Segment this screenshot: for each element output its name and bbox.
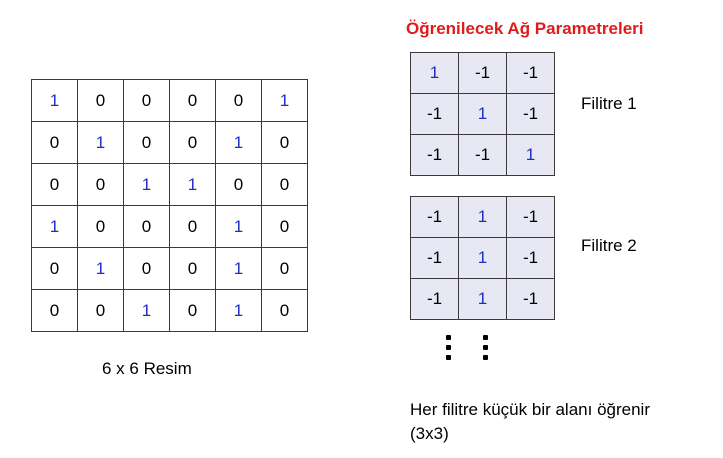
grid-cell: 0 [31,247,78,290]
filter-1-label: Filitre 1 [581,94,637,113]
filter-2-label: Filitre 2 [581,236,637,255]
grid-cell: 1 [123,163,170,206]
grid-cell: -1 [506,52,555,94]
grid-cell: 0 [261,289,308,332]
ellipsis-dot [483,355,488,360]
note-line-2: (3x3) [410,424,449,443]
grid-cell: 0 [123,205,170,248]
grid-cell: -1 [458,52,507,94]
grid-cell: 0 [261,163,308,206]
grid-cell: 1 [77,121,124,164]
grid-cell: 0 [77,289,124,332]
diagram-title: Öğrenilecek Ağ Parametreleri [406,19,644,38]
grid-cell: 0 [31,289,78,332]
grid-row: -1 1 -1 [410,196,555,238]
grid-cell: -1 [506,93,555,135]
grid-cell: 1 [506,134,555,176]
grid-cell: -1 [506,237,555,279]
grid-cell: -1 [410,134,459,176]
grid-cell: 1 [458,237,507,279]
grid-cell: 1 [410,52,459,94]
grid-cell: 1 [215,247,262,290]
grid-cell: -1 [410,93,459,135]
grid-cell: 1 [123,289,170,332]
grid-cell: 1 [261,79,308,122]
note-line-1: Her filitre küçük bir alanı öğrenir [410,400,650,419]
grid-cell: 0 [261,247,308,290]
grid-row: -1 1 -1 [410,93,555,135]
grid-cell: 1 [169,163,216,206]
grid-cell: -1 [506,196,555,238]
grid-cell: 0 [31,163,78,206]
grid-cell: 1 [215,205,262,248]
grid-cell: 0 [123,121,170,164]
grid-cell: 1 [458,278,507,320]
grid-cell: 0 [169,289,216,332]
grid-row: -1 1 -1 [410,278,555,320]
grid-cell: 1 [458,93,507,135]
grid-cell: -1 [506,278,555,320]
grid-cell: 0 [77,205,124,248]
ellipsis-dot [446,345,451,350]
grid-cell: 1 [215,289,262,332]
grid-cell: 0 [123,79,170,122]
ellipsis-dot [446,335,451,340]
more-filters-ellipsis [441,333,501,363]
grid-cell: 0 [169,121,216,164]
grid-cell: -1 [410,237,459,279]
grid-cell: 1 [31,205,78,248]
grid-cell: 0 [77,79,124,122]
grid-cell: 0 [169,247,216,290]
grid-cell: 0 [215,163,262,206]
grid-cell: 0 [123,247,170,290]
ellipsis-dot [483,345,488,350]
grid-cell: -1 [458,134,507,176]
ellipsis-dot [446,355,451,360]
grid-cell: 0 [261,121,308,164]
grid-row: -1 -1 1 [410,134,555,176]
grid-cell: 1 [31,79,78,122]
grid-cell: 0 [169,79,216,122]
grid-row: 1 -1 -1 [410,52,555,94]
grid-cell: 0 [31,121,78,164]
grid-cell: 0 [261,205,308,248]
grid-cell: 0 [77,163,124,206]
grid-cell: 1 [77,247,124,290]
grid-cell: -1 [410,196,459,238]
ellipsis-dot [483,335,488,340]
grid-cell: 0 [215,79,262,122]
image-caption: 6 x 6 Resim [102,359,192,378]
grid-cell: -1 [410,278,459,320]
filter-2-grid: -1 1 -1 -1 1 -1 -1 1 -1 [410,196,555,320]
grid-row: -1 1 -1 [410,237,555,279]
grid-cell: 0 [169,205,216,248]
grid-cell: 1 [215,121,262,164]
filter-1-grid: 1 -1 -1 -1 1 -1 -1 -1 1 [410,52,555,176]
grid-cell: 1 [458,196,507,238]
